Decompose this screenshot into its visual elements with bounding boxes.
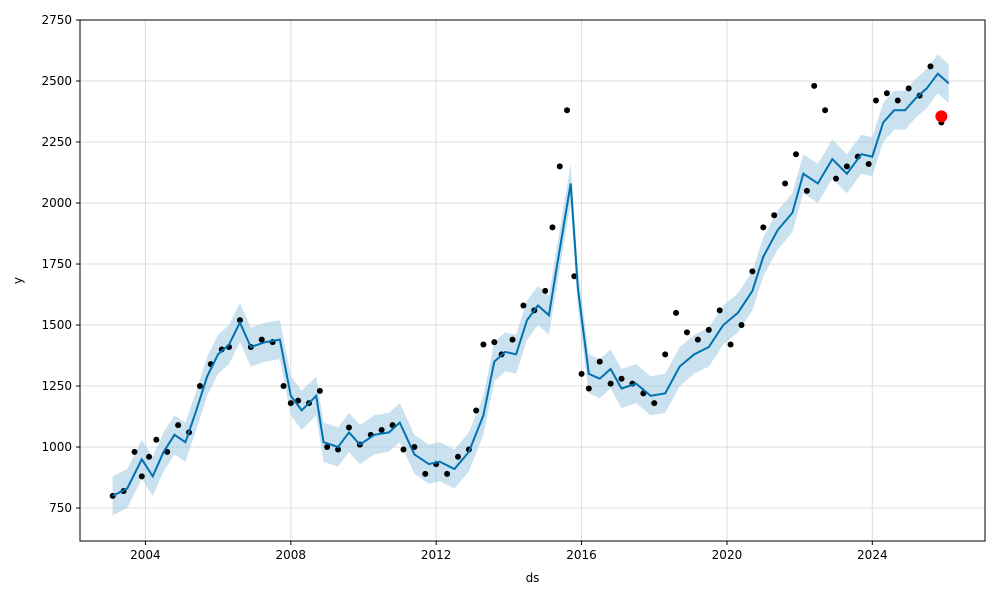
x-tick-label: 2016 [566,548,597,562]
observed-point [865,160,872,167]
x-axis-label: ds [526,571,540,585]
observed-point [843,163,850,170]
observed-point [473,407,480,414]
observed-point [782,180,789,187]
forecast-line [112,72,950,497]
x-tick-label: 2024 [857,548,888,562]
x-tick-label: 2008 [276,548,307,562]
observed-point [400,446,407,453]
observed-point [705,326,712,333]
observed-point [411,444,418,451]
observed-point [738,322,745,329]
observed-point [556,163,563,170]
observed-point [236,317,243,324]
observed-point [883,90,890,97]
observed-point [138,473,145,480]
highlight-marker [935,110,948,123]
y-tick-label: 2500 [41,74,72,88]
y-tick-label: 750 [49,501,72,515]
observed-point [793,151,800,158]
plot-frame [79,19,986,542]
observed-point [153,436,160,443]
observed-point [760,224,767,231]
y-tick-label: 1750 [41,257,72,271]
observed-point [549,224,556,231]
observed-point [146,453,153,460]
observed-point [345,424,352,431]
observed-point [542,287,549,294]
observed-point [803,187,810,194]
observed-point [491,339,498,346]
observed-point [571,273,578,280]
observed-point [454,453,461,460]
observed-point [316,387,323,394]
observed-point [287,400,294,407]
y-axis-ticks: 750 1000 1250 1500 1750 2000 2250 2500 2750 [41,13,80,515]
observed-point [662,351,669,358]
y-tick-label: 1000 [41,440,72,454]
observed-point [578,370,585,377]
observed-point [894,97,901,104]
observed-point [822,107,829,114]
observed-point [131,448,138,455]
highlight-point [935,110,948,123]
observed-point [175,422,182,429]
observed-point [927,63,934,70]
observed-point [832,175,839,182]
y-axis-label: y [11,277,25,284]
observed-point [618,375,625,382]
observed-point [258,336,265,343]
observed-point [607,380,614,387]
y-tick-label: 2750 [41,13,72,27]
observed-point [196,383,203,390]
observed-point [444,470,451,477]
forecast-path [112,72,950,497]
observed-point [694,336,701,343]
observed-point [905,85,912,92]
observed-point [673,309,680,316]
x-axis-ticks: 2004 2008 2012 2016 2020 2024 [130,541,888,562]
x-tick-label: 2020 [712,548,743,562]
observed-point [596,358,603,365]
x-tick-label: 2012 [421,548,452,562]
observed-point [422,470,429,477]
observed-point [280,383,287,390]
y-tick-label: 2250 [41,135,72,149]
observed-point [683,329,690,336]
observed-point [749,268,756,275]
observed-point [509,336,516,343]
observed-point [771,212,778,219]
observed-point [480,341,487,348]
observed-point [564,107,571,114]
y-tick-label: 2000 [41,196,72,210]
y-tick-label: 1500 [41,318,72,332]
observed-point [651,400,658,407]
observed-point [585,385,592,392]
observed-point [335,446,342,453]
x-tick-label: 2004 [130,548,161,562]
observed-point [716,307,723,314]
observed-point [378,426,385,433]
observed-point [811,82,818,89]
observed-point [872,97,879,104]
observed-point [727,341,734,348]
observed-point [324,444,331,451]
observed-point [520,302,527,309]
y-tick-label: 1250 [41,379,72,393]
observed-point [164,448,171,455]
